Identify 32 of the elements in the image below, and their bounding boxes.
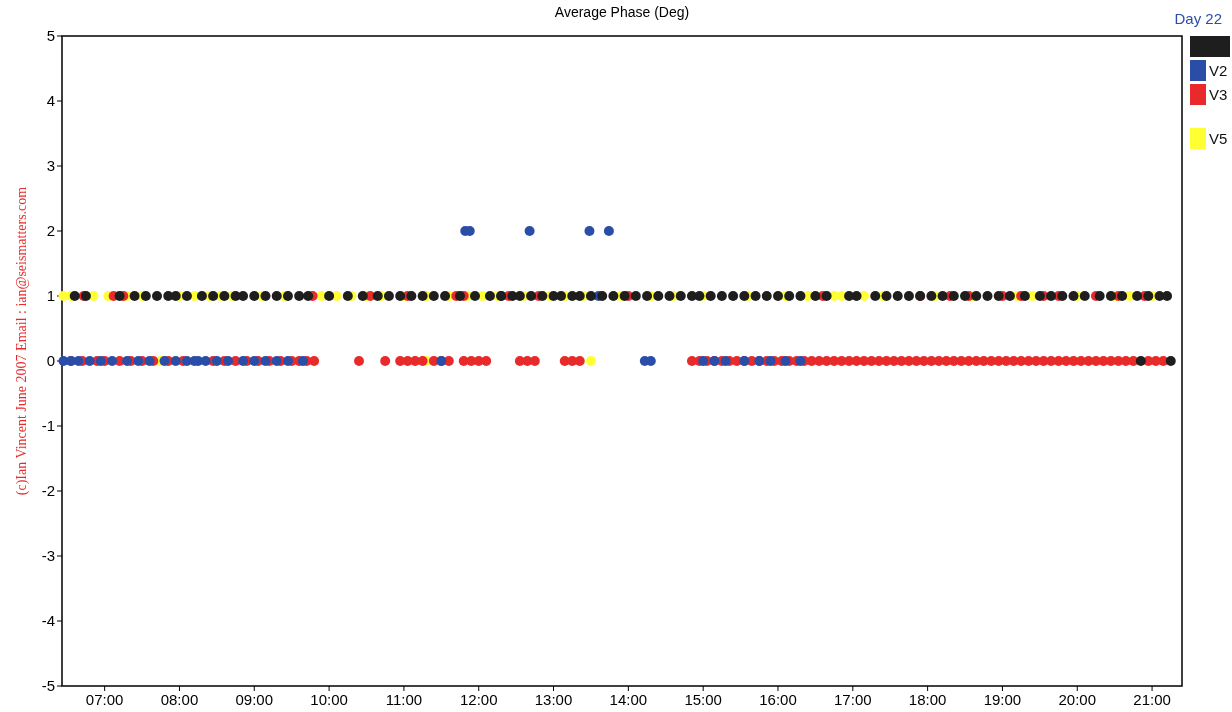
x-tick-label: 07:00 — [85, 691, 124, 708]
y-tick-label: -3 — [41, 547, 55, 565]
y-tick-label: 1 — [46, 287, 55, 305]
x-tick-label: 12:00 — [459, 691, 498, 708]
y-tick-label: -5 — [41, 677, 55, 695]
y-tick-label: -4 — [41, 612, 55, 630]
x-tick-label: 08:00 — [160, 691, 199, 708]
legend-label: V5 — [1209, 129, 1228, 147]
text: Day 22 — [1174, 10, 1222, 27]
x-tick-label: 15:00 — [684, 691, 722, 708]
y-tick-label: 2 — [46, 222, 55, 240]
y-tick-label: 5 — [46, 27, 55, 45]
x-tick-label: 16:00 — [759, 691, 797, 708]
x-tick-label: 20:00 — [1058, 691, 1097, 708]
text: (c)Ian Vincent June 2007 Email : ian@seismatters.com — [14, 186, 30, 496]
x-tick-label: 17:00 — [834, 691, 872, 708]
y-tick-label: 4 — [46, 92, 55, 110]
y-tick-label: -2 — [41, 482, 55, 500]
x-tick-label: 11:00 — [385, 691, 423, 708]
y-tick-label: 3 — [46, 157, 55, 175]
x-tick-label: 18:00 — [908, 691, 947, 708]
y-tick-label: -1 — [41, 417, 55, 435]
y-tick-label: 0 — [46, 352, 55, 370]
chart-title: Average Phase (Deg) — [554, 4, 690, 20]
x-tick-label: 09:00 — [235, 691, 274, 708]
x-tick-label: 14:00 — [609, 691, 648, 708]
x-tick-label: 13:00 — [534, 691, 573, 708]
x-tick-label: 10:00 — [310, 691, 348, 708]
x-tick-label: 19:00 — [983, 691, 1022, 708]
x-tick-label: 21:00 — [1133, 691, 1171, 708]
legend-label: V3 — [1209, 85, 1228, 103]
legend-label: V2 — [1209, 61, 1228, 79]
